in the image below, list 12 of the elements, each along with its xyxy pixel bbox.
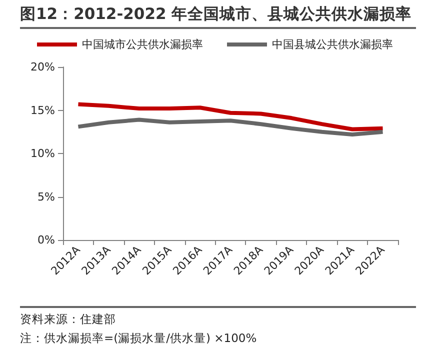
- legend-label: 中国县城公共供水漏损率: [272, 38, 393, 51]
- text: 注：供水漏损率=(漏损水量/供水量) ×100%: [20, 330, 258, 347]
- line-series: [76, 102, 385, 132]
- y-tick-label: 5%: [38, 190, 55, 204]
- chart-title: 图12：2012-2022 年全国城市、县城公共供水漏损率: [20, 4, 416, 29]
- line-series: [76, 118, 385, 136]
- legend-label: 中国城市公共供水漏损率: [82, 38, 203, 51]
- y-tick-label: 20%: [30, 60, 55, 74]
- y-tick-label: 15%: [30, 104, 55, 117]
- y-tick-label: 0%: [38, 234, 55, 246]
- text: 资料来源：住建部: [20, 311, 117, 328]
- y-tick-label: 10%: [30, 147, 55, 160]
